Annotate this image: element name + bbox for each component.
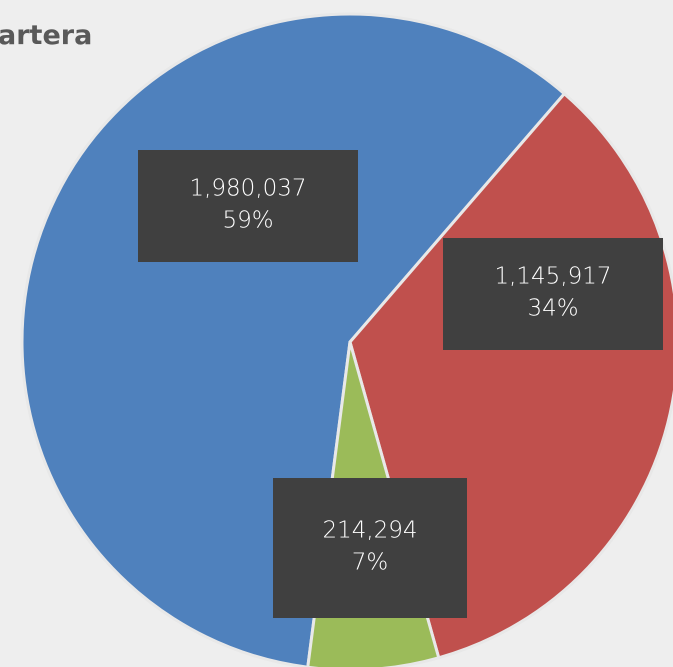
percent-label: 59%	[222, 208, 273, 234]
data-labels: 1,980,037 59% 1,145,917 34% 214,294 7%	[138, 150, 663, 618]
label-box	[273, 478, 467, 618]
label-box	[443, 238, 663, 350]
value-label: 214,294	[322, 518, 417, 544]
chart-title: artera	[0, 20, 92, 51]
percent-label: 7%	[352, 550, 389, 576]
value-label: 1,980,037	[189, 176, 306, 202]
percent-label: 34%	[527, 296, 578, 322]
label-box	[138, 150, 358, 262]
value-label: 1,145,917	[494, 264, 611, 290]
